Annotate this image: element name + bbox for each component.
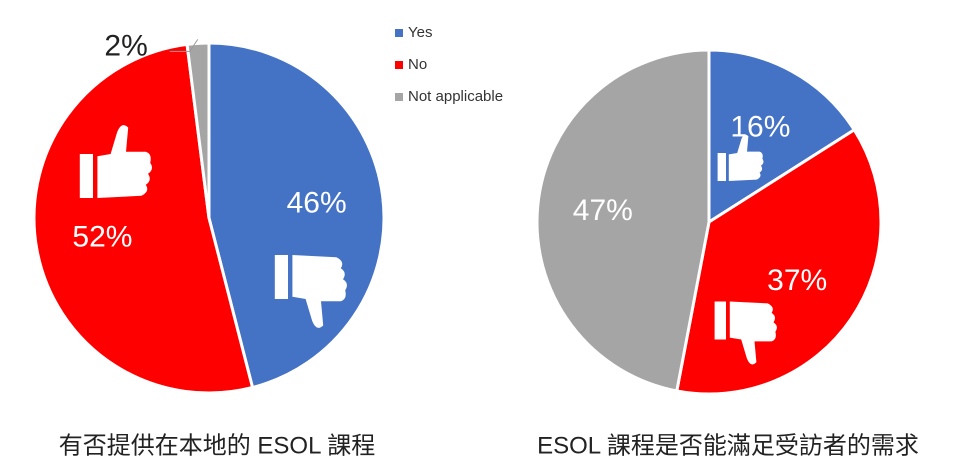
pie-slice xyxy=(207,41,386,390)
thumb-hand xyxy=(292,255,347,328)
data-label: 52% xyxy=(72,220,132,253)
thumb-cuff xyxy=(717,153,726,181)
pie-slice xyxy=(185,41,211,219)
legend-swatch xyxy=(395,29,403,37)
thumb-icon xyxy=(274,255,347,328)
legend-label: Not applicable xyxy=(408,88,503,105)
thumb-icon xyxy=(79,125,152,198)
data-label: 37% xyxy=(767,264,827,297)
pie-slice xyxy=(675,127,883,396)
legend-label: Yes xyxy=(408,24,432,41)
thumb-hand xyxy=(729,301,777,365)
legend-swatch xyxy=(395,93,403,101)
thumb-hand xyxy=(97,125,152,198)
chart-title: ESOL 課程是否能滿足受訪者的需求 xyxy=(537,432,919,459)
data-label: 47% xyxy=(573,194,633,227)
data-label: 46% xyxy=(287,186,347,219)
data-label: 2% xyxy=(104,29,147,62)
legend-swatch xyxy=(395,61,403,69)
leader-line xyxy=(169,39,199,52)
icons xyxy=(79,125,777,365)
data-label: 16% xyxy=(730,110,790,143)
chart-title: 有否提供在本地的 ESOL 課程 xyxy=(59,432,375,459)
thumb-cuff xyxy=(274,255,288,299)
legend-label: No xyxy=(408,56,427,73)
thumb-icon xyxy=(714,301,777,365)
thumb-cuff xyxy=(714,301,726,340)
thumb-hand xyxy=(728,134,764,181)
thumb-cuff xyxy=(79,154,93,198)
thumb-icon xyxy=(717,134,764,181)
pie-slice xyxy=(535,48,711,393)
